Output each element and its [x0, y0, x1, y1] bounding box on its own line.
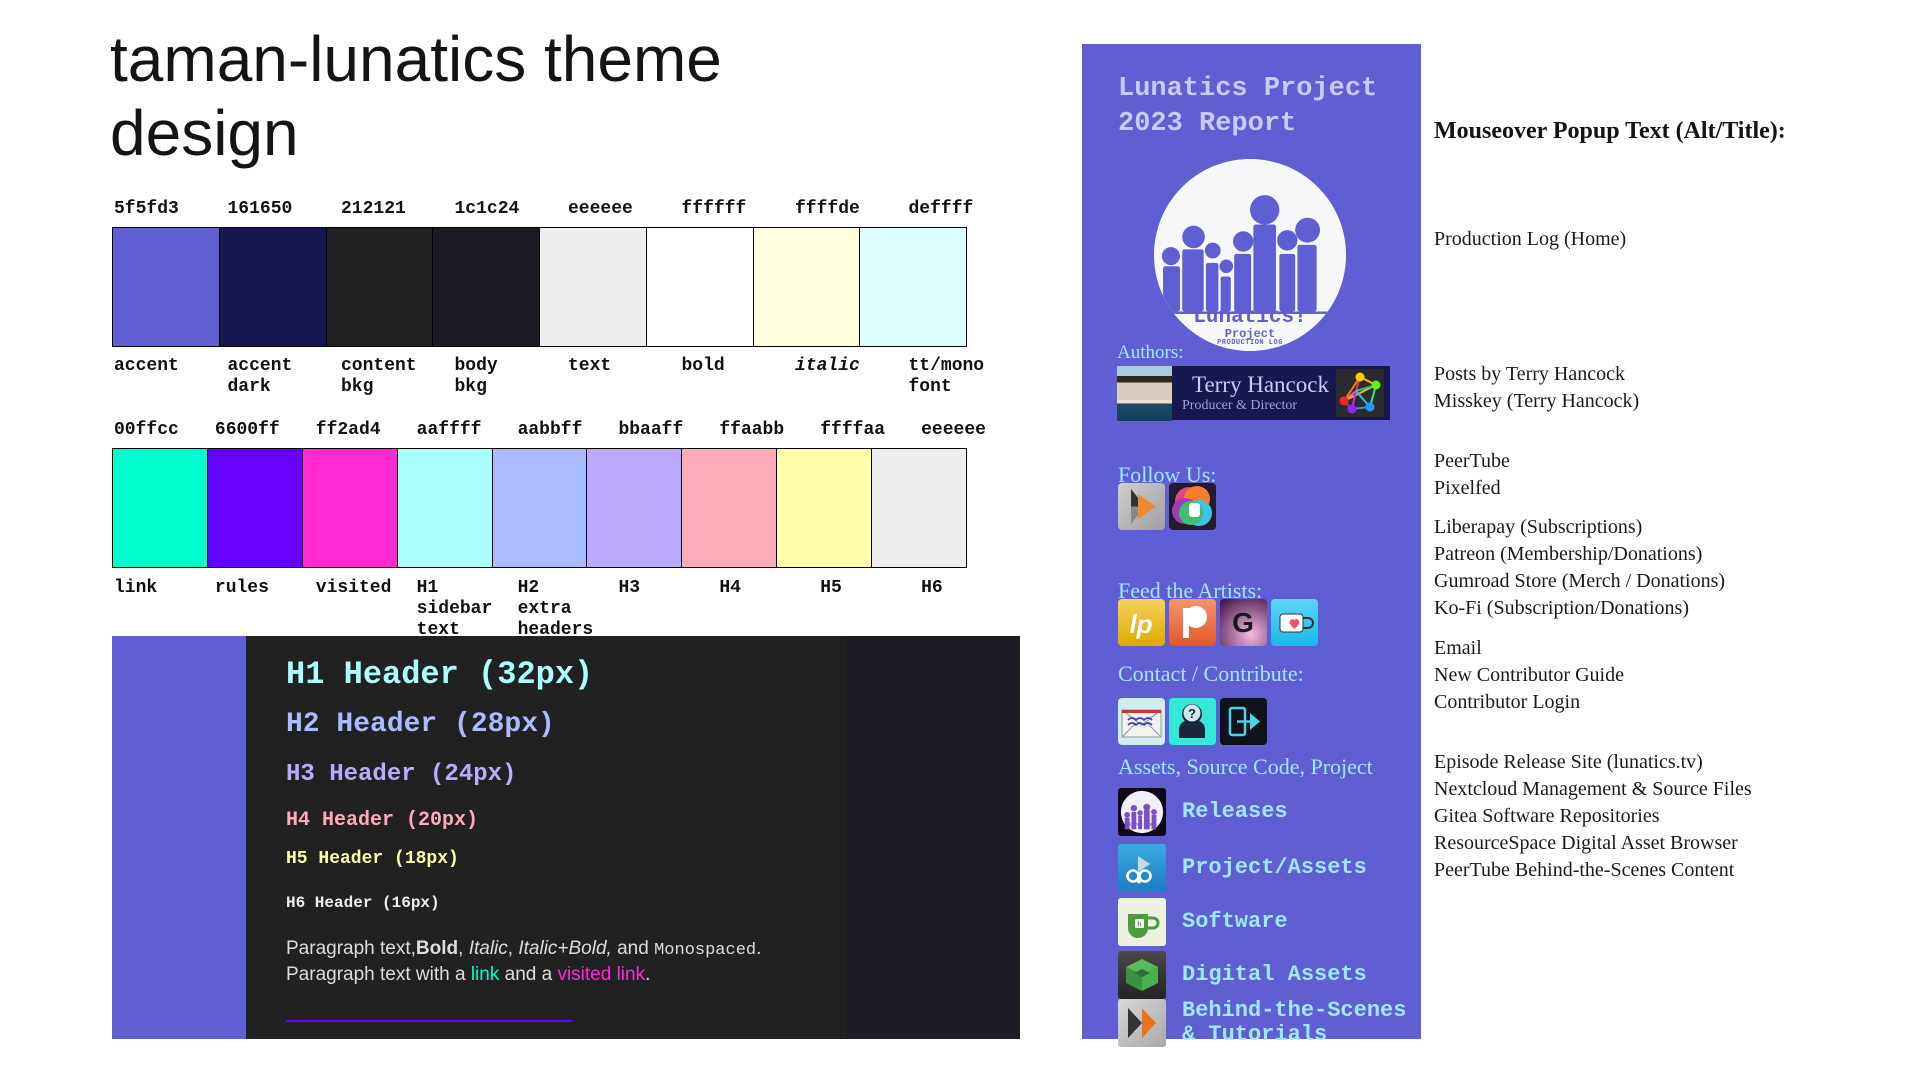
svg-text:G: G	[1232, 607, 1254, 638]
svg-text:?: ?	[1188, 706, 1196, 721]
svg-text:lp: lp	[1129, 609, 1152, 639]
svg-text:Lunatics!: Lunatics!	[1129, 821, 1155, 827]
svg-text:h: h	[1137, 922, 1141, 929]
